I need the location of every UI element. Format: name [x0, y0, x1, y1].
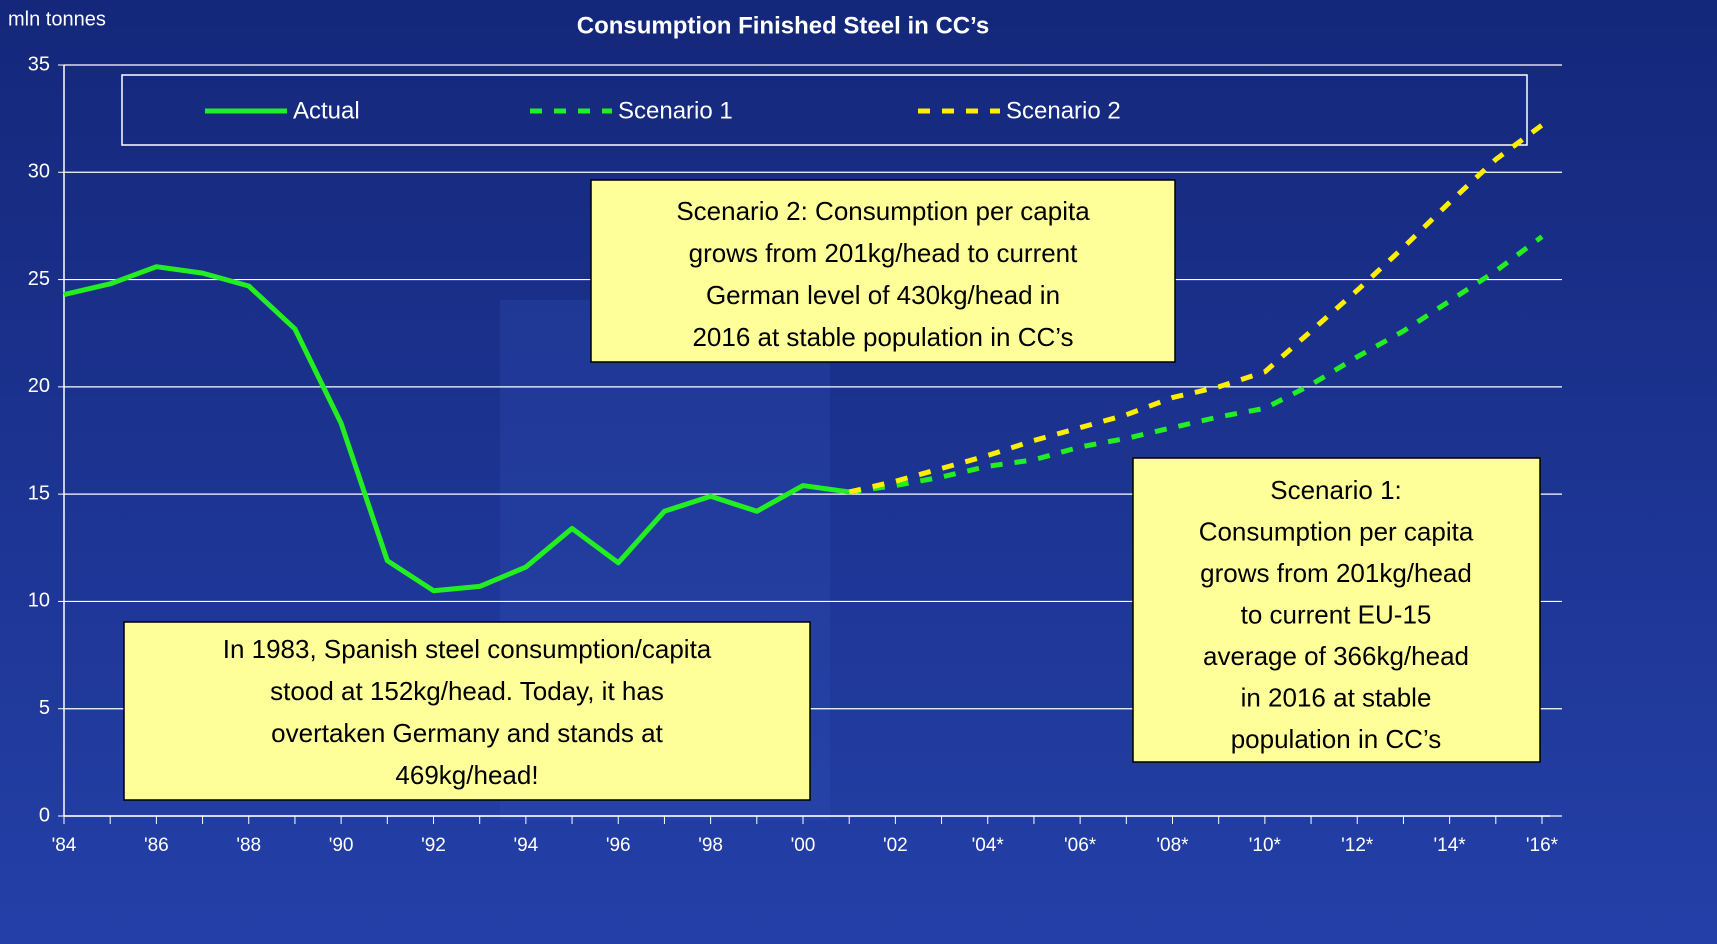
y-tick-label: 5: [39, 697, 50, 719]
legend-label: Actual: [293, 97, 360, 124]
x-tick-label: '14*: [1434, 835, 1467, 856]
y-tick-label: 0: [39, 804, 50, 826]
x-tick-label: '06*: [1064, 835, 1097, 856]
x-tick-label: '84: [52, 835, 77, 856]
y-tick-label: 35: [28, 53, 50, 75]
x-tick-label: '90: [329, 835, 354, 856]
legend-label: Scenario 2: [1006, 97, 1121, 124]
x-tick-label: '94: [513, 835, 538, 856]
annotation-text: 2016 at stable population in CC’s: [692, 322, 1073, 352]
series-line: [848, 123, 1544, 495]
y-tick-label: 30: [28, 161, 50, 183]
annotation-text: grows from 201kg/head: [1200, 558, 1472, 588]
x-tick-label: '16*: [1526, 835, 1559, 856]
x-tick-label: '92: [421, 835, 446, 856]
series-line: [63, 264, 850, 594]
annotation-text: population in CC’s: [1231, 724, 1442, 754]
annotation-text: average of 366kg/head: [1203, 641, 1469, 671]
x-tick-label: '12*: [1341, 835, 1374, 856]
annotation-text: to current EU-15: [1241, 599, 1432, 629]
y-tick-label: 25: [28, 268, 50, 290]
y-tick-label: 15: [28, 482, 50, 504]
y-tick-label: 20: [28, 375, 50, 397]
annotation-text: Scenario 1:: [1270, 475, 1402, 505]
annotation-text: German level of 430kg/head in: [706, 280, 1060, 310]
x-tick-label: '86: [144, 835, 169, 856]
annotation-text: Scenario 2: Consumption per capita: [676, 196, 1090, 226]
annotation-box: [1132, 457, 1541, 763]
annotation-text: grows from 201kg/head to current: [689, 238, 1079, 268]
x-tick-label: '96: [606, 835, 631, 856]
annotation-box: [123, 621, 811, 801]
x-tick-label: '00: [791, 835, 816, 856]
legend-label: Scenario 1: [618, 97, 733, 124]
annotation-text: 469kg/head!: [395, 760, 538, 790]
annotation-text: stood at 152kg/head. Today, it has: [270, 676, 664, 706]
x-tick-label: '08*: [1156, 835, 1189, 856]
y-axis-label: mln tonnes: [8, 8, 106, 30]
y-tick-label: 10: [28, 590, 50, 612]
annotation-text: In 1983, Spanish steel consumption/capit…: [223, 634, 712, 664]
x-tick-label: '88: [236, 835, 261, 856]
legend-box: [121, 74, 1528, 146]
x-tick-label: '02: [883, 835, 908, 856]
annotation-text: overtaken Germany and stands at: [271, 718, 663, 748]
x-tick-label: '04*: [972, 835, 1005, 856]
annotation-box: [590, 179, 1176, 363]
chart-title: Consumption Finished Steel in CC’s: [577, 12, 989, 39]
annotation-text: Consumption per capita: [1199, 516, 1474, 546]
x-tick-label: '98: [698, 835, 723, 856]
series-line: [848, 234, 1544, 495]
x-tick-label: '10*: [1249, 835, 1282, 856]
annotation-text: in 2016 at stable: [1241, 682, 1432, 712]
